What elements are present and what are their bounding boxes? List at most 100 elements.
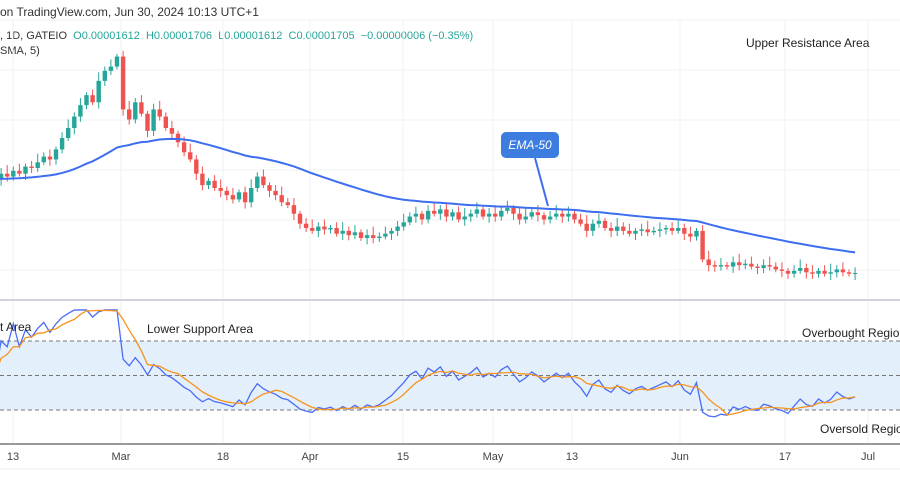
- candle-body: [633, 230, 638, 234]
- candle-body: [438, 209, 443, 214]
- candle-body: [145, 113, 150, 131]
- candle-body: [743, 263, 748, 266]
- ohlc-legend: , 1D, GATEIO O0.00001612 H0.00001706 L0.…: [0, 30, 473, 42]
- left-area-label: t Area: [0, 320, 32, 334]
- candle-body: [566, 213, 571, 217]
- candle-body: [688, 233, 693, 237]
- ema-50-line: [0, 137, 856, 254]
- candle-body: [84, 95, 89, 106]
- candle-body: [804, 268, 809, 273]
- rsi-sma-line: [0, 309, 856, 416]
- candle-body: [419, 213, 425, 220]
- candle-body: [535, 212, 541, 216]
- candle-body: [523, 216, 528, 220]
- candle-body: [316, 226, 321, 231]
- candle-body: [133, 102, 138, 120]
- candle-body: [462, 216, 467, 220]
- candle-body: [572, 213, 577, 220]
- candle-body: [310, 228, 315, 231]
- candle-body: [413, 213, 419, 217]
- candle-body: [700, 230, 705, 260]
- rsi-line: [0, 309, 856, 418]
- candle-body: [157, 109, 162, 117]
- x-tick-label: Jul: [860, 451, 876, 463]
- candle-body: [407, 216, 412, 223]
- candle-body: [816, 270, 821, 274]
- candle-body: [712, 265, 717, 267]
- candle-body: [493, 213, 498, 217]
- candle-body: [5, 173, 10, 177]
- candle-body: [767, 265, 772, 267]
- indicator-legend: SMA, 5): [0, 45, 40, 57]
- candle-body: [114, 56, 120, 67]
- candle-body: [822, 270, 827, 274]
- candle-body: [285, 202, 290, 206]
- candle-body: [456, 212, 461, 220]
- open-value: O0.00001612: [73, 30, 140, 42]
- candle-body: [846, 272, 852, 274]
- candle-body: [17, 170, 22, 174]
- candle-body: [511, 208, 516, 214]
- candle-body: [59, 138, 65, 150]
- candle-body: [773, 266, 778, 270]
- candle-body: [541, 215, 547, 220]
- candle-body: [517, 213, 522, 220]
- candle-body: [590, 223, 595, 231]
- candle-body: [291, 205, 297, 214]
- candle-body: [450, 212, 455, 217]
- candle-body: [694, 230, 699, 237]
- candle-body: [608, 228, 614, 231]
- candle-body: [676, 228, 681, 231]
- x-tick-label: Apr: [301, 451, 319, 463]
- candle-body: [505, 208, 510, 211]
- candle-body: [657, 229, 663, 231]
- candle-body: [798, 268, 803, 271]
- candle-body: [486, 213, 492, 217]
- close-value: C0.00001705: [288, 30, 355, 42]
- high-value: H0.00001706: [145, 30, 213, 42]
- candle-body: [468, 213, 473, 217]
- candle-body: [828, 272, 833, 274]
- candle-body: [749, 263, 754, 267]
- candle-body: [425, 210, 431, 220]
- candle-body: [273, 190, 278, 196]
- lower-support-label: Lower Support Area: [147, 322, 254, 336]
- candle-body: [364, 235, 370, 238]
- x-tick-label: May: [482, 451, 504, 463]
- candle-body: [163, 116, 168, 128]
- candle-body: [346, 230, 351, 236]
- candle-body: [29, 166, 34, 168]
- candle-body: [249, 188, 254, 203]
- chart-header: on TradingView.com, Jun 30, 2024 10:13 U…: [0, 5, 259, 19]
- candle-body: [395, 226, 400, 231]
- candle-body: [242, 192, 248, 203]
- candle-body: [730, 262, 736, 267]
- candle-body: [602, 220, 608, 228]
- candle-body: [72, 116, 77, 128]
- candle-body: [499, 210, 504, 217]
- candle-body: [261, 176, 266, 186]
- candle-body: [358, 232, 364, 238]
- candle-body: [615, 226, 620, 231]
- candle-body: [584, 223, 589, 231]
- candle-body: [328, 228, 333, 230]
- candle-body: [718, 265, 724, 267]
- x-tick-label: 13: [565, 451, 579, 463]
- x-tick-label: 17: [778, 451, 792, 463]
- candle-body: [682, 228, 687, 234]
- candle-body: [41, 156, 46, 163]
- candle-body: [11, 170, 16, 177]
- candle-body: [35, 162, 40, 168]
- candle-body: [279, 195, 284, 203]
- x-tick-label: 13: [6, 451, 20, 463]
- candle-body: [255, 176, 260, 188]
- candle-body: [90, 95, 95, 103]
- candle-body: [737, 262, 742, 266]
- candle-body: [139, 102, 144, 114]
- candle-body: [706, 259, 711, 266]
- symbol-info: , 1D, GATEIO: [0, 30, 68, 42]
- candle-body: [755, 266, 760, 268]
- candle-body: [785, 270, 791, 274]
- candle-body: [401, 222, 406, 227]
